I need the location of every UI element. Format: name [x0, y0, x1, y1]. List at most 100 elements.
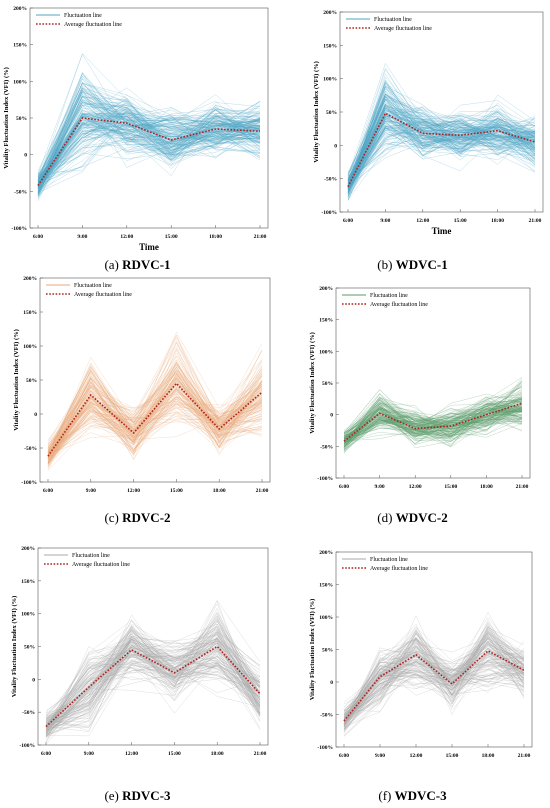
x-tick-label: 15:00 — [165, 234, 178, 240]
y-axis-label: Vitality Fluctuation Index (VFI) (%) — [309, 599, 316, 701]
fluctuation-line — [37, 109, 261, 186]
y-tick-label: 0 — [330, 413, 333, 419]
x-tick-label: 18:00 — [211, 751, 224, 757]
fluctuation-line — [37, 81, 261, 189]
fluctuation-line — [347, 79, 536, 197]
fluctuation-line — [37, 108, 261, 193]
fluctuation-line — [37, 128, 261, 186]
y-tick-label: 100% — [319, 615, 333, 621]
fluctuation-line — [343, 632, 525, 714]
fluctuation-line — [343, 637, 525, 724]
fluctuation-line — [37, 114, 261, 181]
y-tick-label: 150% — [13, 43, 27, 49]
fluctuation-line — [47, 384, 263, 443]
fluctuation-line — [37, 110, 261, 183]
fluctuation-line — [343, 651, 525, 726]
y-tick-label: -100% — [321, 210, 337, 216]
fluctuation-line — [47, 389, 263, 464]
x-tick-label: 6:00 — [43, 488, 53, 494]
fluctuation-line — [343, 398, 523, 440]
fluctuation-line — [45, 638, 261, 731]
caption-label: (f) — [378, 788, 392, 803]
y-tick-label: 200% — [23, 276, 37, 282]
fluctuation-line — [47, 334, 263, 449]
fluctuation-lines-group — [37, 53, 261, 202]
chart-panel-a: 200% 150% 100% 50% 0 -50% -100% 6:00 9:00 12:00 15… — [0, 0, 275, 255]
fluctuation-line — [45, 619, 261, 718]
fluctuation-line — [343, 650, 525, 727]
fluctuation-line — [347, 98, 536, 185]
caption-name: RDVC-3 — [122, 788, 171, 803]
fluctuation-line — [47, 375, 263, 454]
caption-name: WDVC-2 — [395, 510, 448, 525]
x-tick-label: 9:00 — [375, 753, 385, 759]
fluctuation-line — [45, 639, 261, 734]
fluctuation-line — [45, 603, 261, 732]
x-tick-label: 15:00 — [446, 753, 459, 759]
x-tick-label: 6:00 — [41, 751, 51, 757]
fluctuation-line — [347, 119, 536, 200]
fluctuation-line — [347, 94, 536, 190]
fluctuation-line — [343, 416, 523, 441]
x-tick-label: 9:00 — [84, 751, 94, 757]
y-axis-label: Vitality Fluctuation Index (VFI) (%) — [313, 61, 320, 163]
fluctuation-line — [343, 398, 523, 445]
y-tick-label: 100% — [323, 77, 337, 83]
chart-panel-b: 200% 150% 100% 50% 0 -50% -100% 6:00 9:00 12:00 15… — [275, 0, 550, 255]
chart-panel-d: 200% 150% 100% 50% 0 -50% -100% 6:00 9:00 12:00 15… — [275, 270, 550, 508]
fluctuation-lines-group — [45, 600, 261, 745]
fluctuation-line — [37, 94, 261, 184]
caption-label: (b) — [377, 257, 393, 272]
x-tick-label: 6:00 — [33, 234, 43, 240]
fluctuation-line — [47, 391, 263, 447]
fluctuation-line — [37, 116, 261, 197]
y-tick-label: 150% — [23, 310, 37, 316]
fluctuation-line — [343, 641, 525, 720]
y-tick-label: 0 — [334, 143, 337, 149]
fluctuation-line — [45, 629, 261, 728]
caption-b: (b) WDVC-1 — [275, 257, 550, 273]
caption-c: (c) RDVC-2 — [0, 510, 275, 526]
fluctuation-line — [47, 359, 263, 457]
fluctuation-line — [45, 627, 261, 742]
caption-d: (d) WDVC-2 — [275, 510, 550, 526]
y-tick-label: -50% — [22, 710, 35, 716]
average-fluctuation-line — [347, 112, 536, 188]
caption-name: RDVC-2 — [122, 510, 171, 525]
fluctuation-line — [46, 638, 261, 722]
fluctuation-line — [343, 660, 525, 720]
fluctuation-line — [347, 80, 536, 183]
fluctuation-line — [45, 664, 261, 726]
fluctuation-line — [45, 612, 261, 726]
y-tick-label: 200% — [21, 546, 35, 552]
fluctuation-line — [347, 118, 536, 201]
caption-name: WDVC-3 — [394, 788, 447, 803]
fluctuation-line — [37, 106, 261, 185]
caption-name: WDVC-1 — [395, 257, 448, 272]
fluctuation-line — [343, 380, 523, 440]
fluctuation-line — [37, 77, 261, 192]
legend-label-average: Average fluctuation line — [72, 561, 130, 568]
fluctuation-line — [47, 345, 263, 467]
fluctuation-line — [343, 621, 525, 729]
fluctuation-line — [343, 638, 525, 730]
x-tick-label: 9:00 — [77, 234, 87, 240]
fluctuation-line — [45, 648, 261, 726]
fluctuation-line — [343, 377, 523, 431]
fluctuation-line — [37, 101, 261, 186]
x-tick-label: 9:00 — [380, 218, 390, 224]
fluctuation-line — [343, 628, 525, 722]
fluctuation-line — [343, 653, 525, 722]
fluctuation-line — [347, 96, 536, 188]
fluctuation-line — [343, 415, 523, 444]
fluctuation-line — [45, 632, 261, 736]
y-tick-label: 200% — [323, 10, 337, 16]
y-tick-label: -50% — [320, 713, 333, 719]
fluctuation-line — [343, 637, 525, 720]
fluctuation-line — [37, 83, 261, 186]
caption-f: (f) WDVC-3 — [275, 788, 550, 804]
y-axis-label: Vitality Fluctuation Index (VFI) (%) — [309, 332, 316, 434]
fluctuation-line — [45, 655, 261, 734]
average-fluctuation-line — [343, 402, 523, 442]
fluctuation-line — [45, 646, 261, 722]
